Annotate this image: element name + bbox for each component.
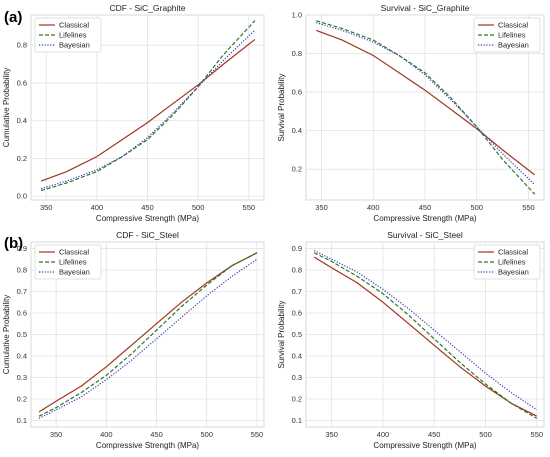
y-tick-label: 0.4	[292, 126, 302, 135]
y-tick-label: 0.1	[292, 416, 302, 425]
panel-label-b: (b)	[4, 235, 23, 252]
x-tick-label: 500	[479, 430, 492, 439]
y-tick-label: 0.9	[292, 244, 302, 253]
y-tick-label: 0.2	[292, 165, 302, 174]
chart-survival-steel: Survival - SiC_Steel Compressive Strengt…	[277, 230, 545, 450]
x-tick-label: 550	[522, 203, 535, 212]
x-tick-label: 400	[91, 203, 104, 212]
legend-label-lifelines: Lifelines	[498, 31, 526, 40]
legend-box	[473, 17, 541, 53]
x-tick-label: 550	[251, 430, 264, 439]
legend-label-lifelines: Lifelines	[59, 31, 87, 40]
legend-label-lifelines: Lifelines	[498, 258, 526, 267]
y-tick-label: 1.0	[292, 11, 302, 20]
chart-survival-graphite: Survival - SiC_Graphite Compressive Stre…	[277, 3, 545, 223]
x-axis-label: Compressive Strength (MPa)	[96, 441, 199, 450]
legend-label-classical: Classical	[498, 248, 528, 257]
x-tick-label: 350	[325, 430, 338, 439]
series-line-bayesian	[38, 258, 258, 419]
y-tick-label: 0.6	[17, 78, 27, 87]
series-line-classical	[316, 29, 536, 176]
legend-label-classical: Classical	[59, 248, 89, 257]
x-tick-label: 500	[192, 203, 205, 212]
y-tick-label: 0.0	[17, 192, 27, 201]
legend-label-bayesian: Bayesian	[59, 41, 90, 50]
series-line-lifelines	[40, 20, 256, 192]
legend-label-classical: Classical	[498, 21, 528, 30]
y-tick-label: 0.3	[17, 373, 27, 382]
y-tick-label: 0.7	[292, 287, 302, 296]
series-line-classical	[313, 256, 538, 417]
y-tick-label: 0.2	[17, 154, 27, 163]
panel-label-a: (a)	[4, 9, 22, 26]
series-line-classical	[40, 39, 256, 182]
x-tick-label: 550	[243, 203, 256, 212]
legend-label-bayesian: Bayesian	[498, 41, 529, 50]
y-tick-label: 0.6	[292, 308, 302, 317]
legend-box	[34, 17, 102, 53]
y-tick-label: 0.5	[17, 330, 27, 339]
x-tick-label: 500	[470, 203, 483, 212]
x-tick-label: 500	[200, 430, 213, 439]
legend-label-classical: Classical	[59, 21, 89, 30]
y-tick-label: 0.1	[17, 416, 27, 425]
series-line-classical	[38, 252, 258, 413]
chart-cdf-graphite: CDF - SiC_Graphite Compressive Strength …	[2, 3, 265, 223]
y-tick-label: 0.5	[292, 330, 302, 339]
x-tick-label: 350	[50, 430, 63, 439]
x-axis-label: Compressive Strength (MPa)	[96, 214, 199, 223]
y-tick-label: 0.4	[17, 352, 27, 361]
y-tick-label: 0.2	[292, 395, 302, 404]
x-tick-label: 350	[315, 203, 328, 212]
x-axis-label: Compressive Strength (MPa)	[373, 214, 476, 223]
x-axis-label: Compressive Strength (MPa)	[373, 441, 476, 450]
y-tick-label: 0.8	[292, 49, 302, 58]
chart-title: Survival - SiC_Steel	[387, 230, 463, 240]
y-tick-label: 0.8	[292, 265, 302, 274]
y-tick-label: 0.2	[17, 395, 27, 404]
series-line-bayesian	[40, 29, 256, 190]
y-tick-label: 0.8	[17, 265, 27, 274]
x-tick-label: 450	[141, 203, 154, 212]
legend-box	[473, 244, 541, 280]
x-tick-label: 400	[367, 203, 380, 212]
series-line-bayesian	[316, 22, 536, 186]
y-tick-label: 0.9	[17, 244, 27, 253]
x-tick-label: 400	[100, 430, 113, 439]
y-tick-label: 0.7	[17, 287, 27, 296]
x-tick-label: 400	[377, 430, 390, 439]
y-axis-label: Survival Probability	[277, 300, 286, 368]
chart-cdf-steel: CDF - SiC_Steel Compressive Strength (MP…	[2, 230, 265, 450]
series-line-bayesian	[313, 250, 538, 411]
y-tick-label: 0.4	[17, 116, 27, 125]
y-axis-label: Cumulative Probability	[2, 68, 11, 148]
y-axis-label: Cumulative Probability	[2, 295, 11, 375]
chart-title: Survival - SiC_Graphite	[381, 3, 470, 13]
x-tick-label: 550	[531, 430, 544, 439]
x-tick-label: 450	[419, 203, 432, 212]
y-tick-label: 0.6	[292, 88, 302, 97]
y-tick-label: 0.3	[292, 373, 302, 382]
y-tick-label: 0.6	[17, 308, 27, 317]
x-tick-label: 450	[150, 430, 163, 439]
y-tick-label: 0.4	[292, 352, 302, 361]
series-line-lifelines	[316, 20, 536, 195]
series-line-lifelines	[38, 252, 258, 417]
chart-title: CDF - SiC_Steel	[116, 230, 179, 240]
y-tick-label: 0.8	[17, 41, 27, 50]
legend-label-bayesian: Bayesian	[498, 268, 529, 277]
legend-label-bayesian: Bayesian	[59, 268, 90, 277]
legend-label-lifelines: Lifelines	[59, 258, 87, 267]
y-axis-label: Survival Probability	[277, 73, 286, 141]
x-tick-label: 450	[428, 430, 441, 439]
chart-title: CDF - SiC_Graphite	[109, 3, 185, 13]
legend-box	[34, 244, 102, 280]
x-tick-label: 350	[40, 203, 53, 212]
